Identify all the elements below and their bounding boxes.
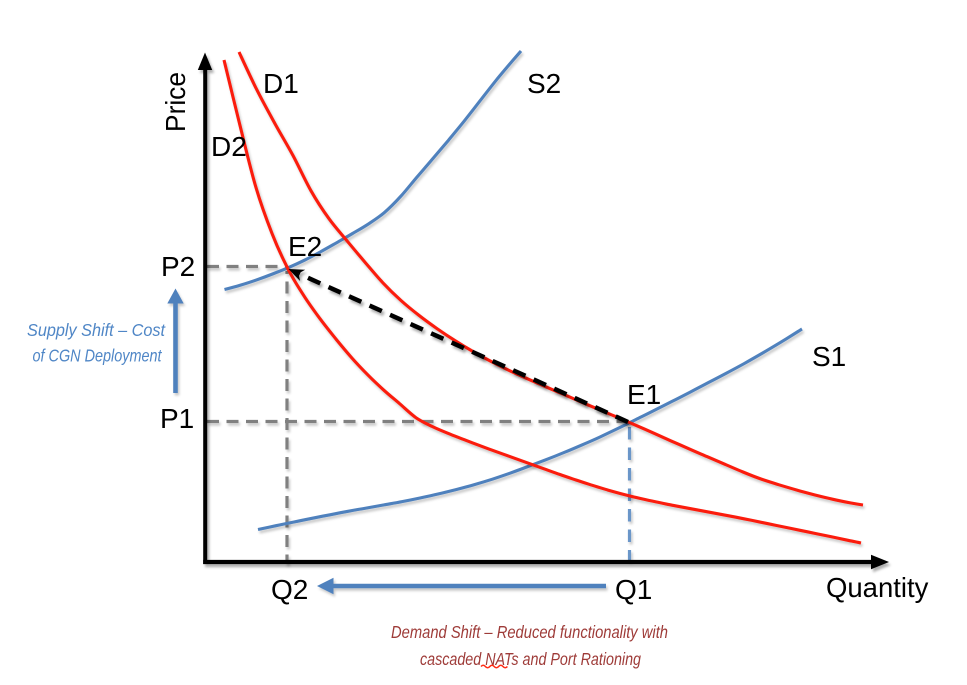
svg-text:S2: S2 <box>527 68 561 99</box>
svg-text:S1: S1 <box>812 341 846 372</box>
svg-text:Demand Shift – Reduced functio: Demand Shift – Reduced functionality wit… <box>391 622 668 642</box>
svg-text:cascaded NATs and Port Rationi: cascaded NATs and Port Rationing <box>420 649 641 669</box>
svg-text:P2: P2 <box>161 251 195 282</box>
svg-text:D1: D1 <box>263 68 299 99</box>
svg-text:Price: Price <box>160 72 191 132</box>
svg-text:E1: E1 <box>627 379 661 410</box>
svg-text:Q2: Q2 <box>271 574 308 605</box>
svg-text:Supply Shift – Cost: Supply Shift – Cost <box>27 320 166 340</box>
svg-text:Q1: Q1 <box>615 574 652 605</box>
svg-text:E2: E2 <box>288 231 322 262</box>
svg-text:D2: D2 <box>211 131 247 162</box>
svg-text:P1: P1 <box>160 403 194 434</box>
svg-text:Quantity: Quantity <box>826 572 929 603</box>
svg-text:of CGN Deployment: of CGN Deployment <box>33 346 163 366</box>
